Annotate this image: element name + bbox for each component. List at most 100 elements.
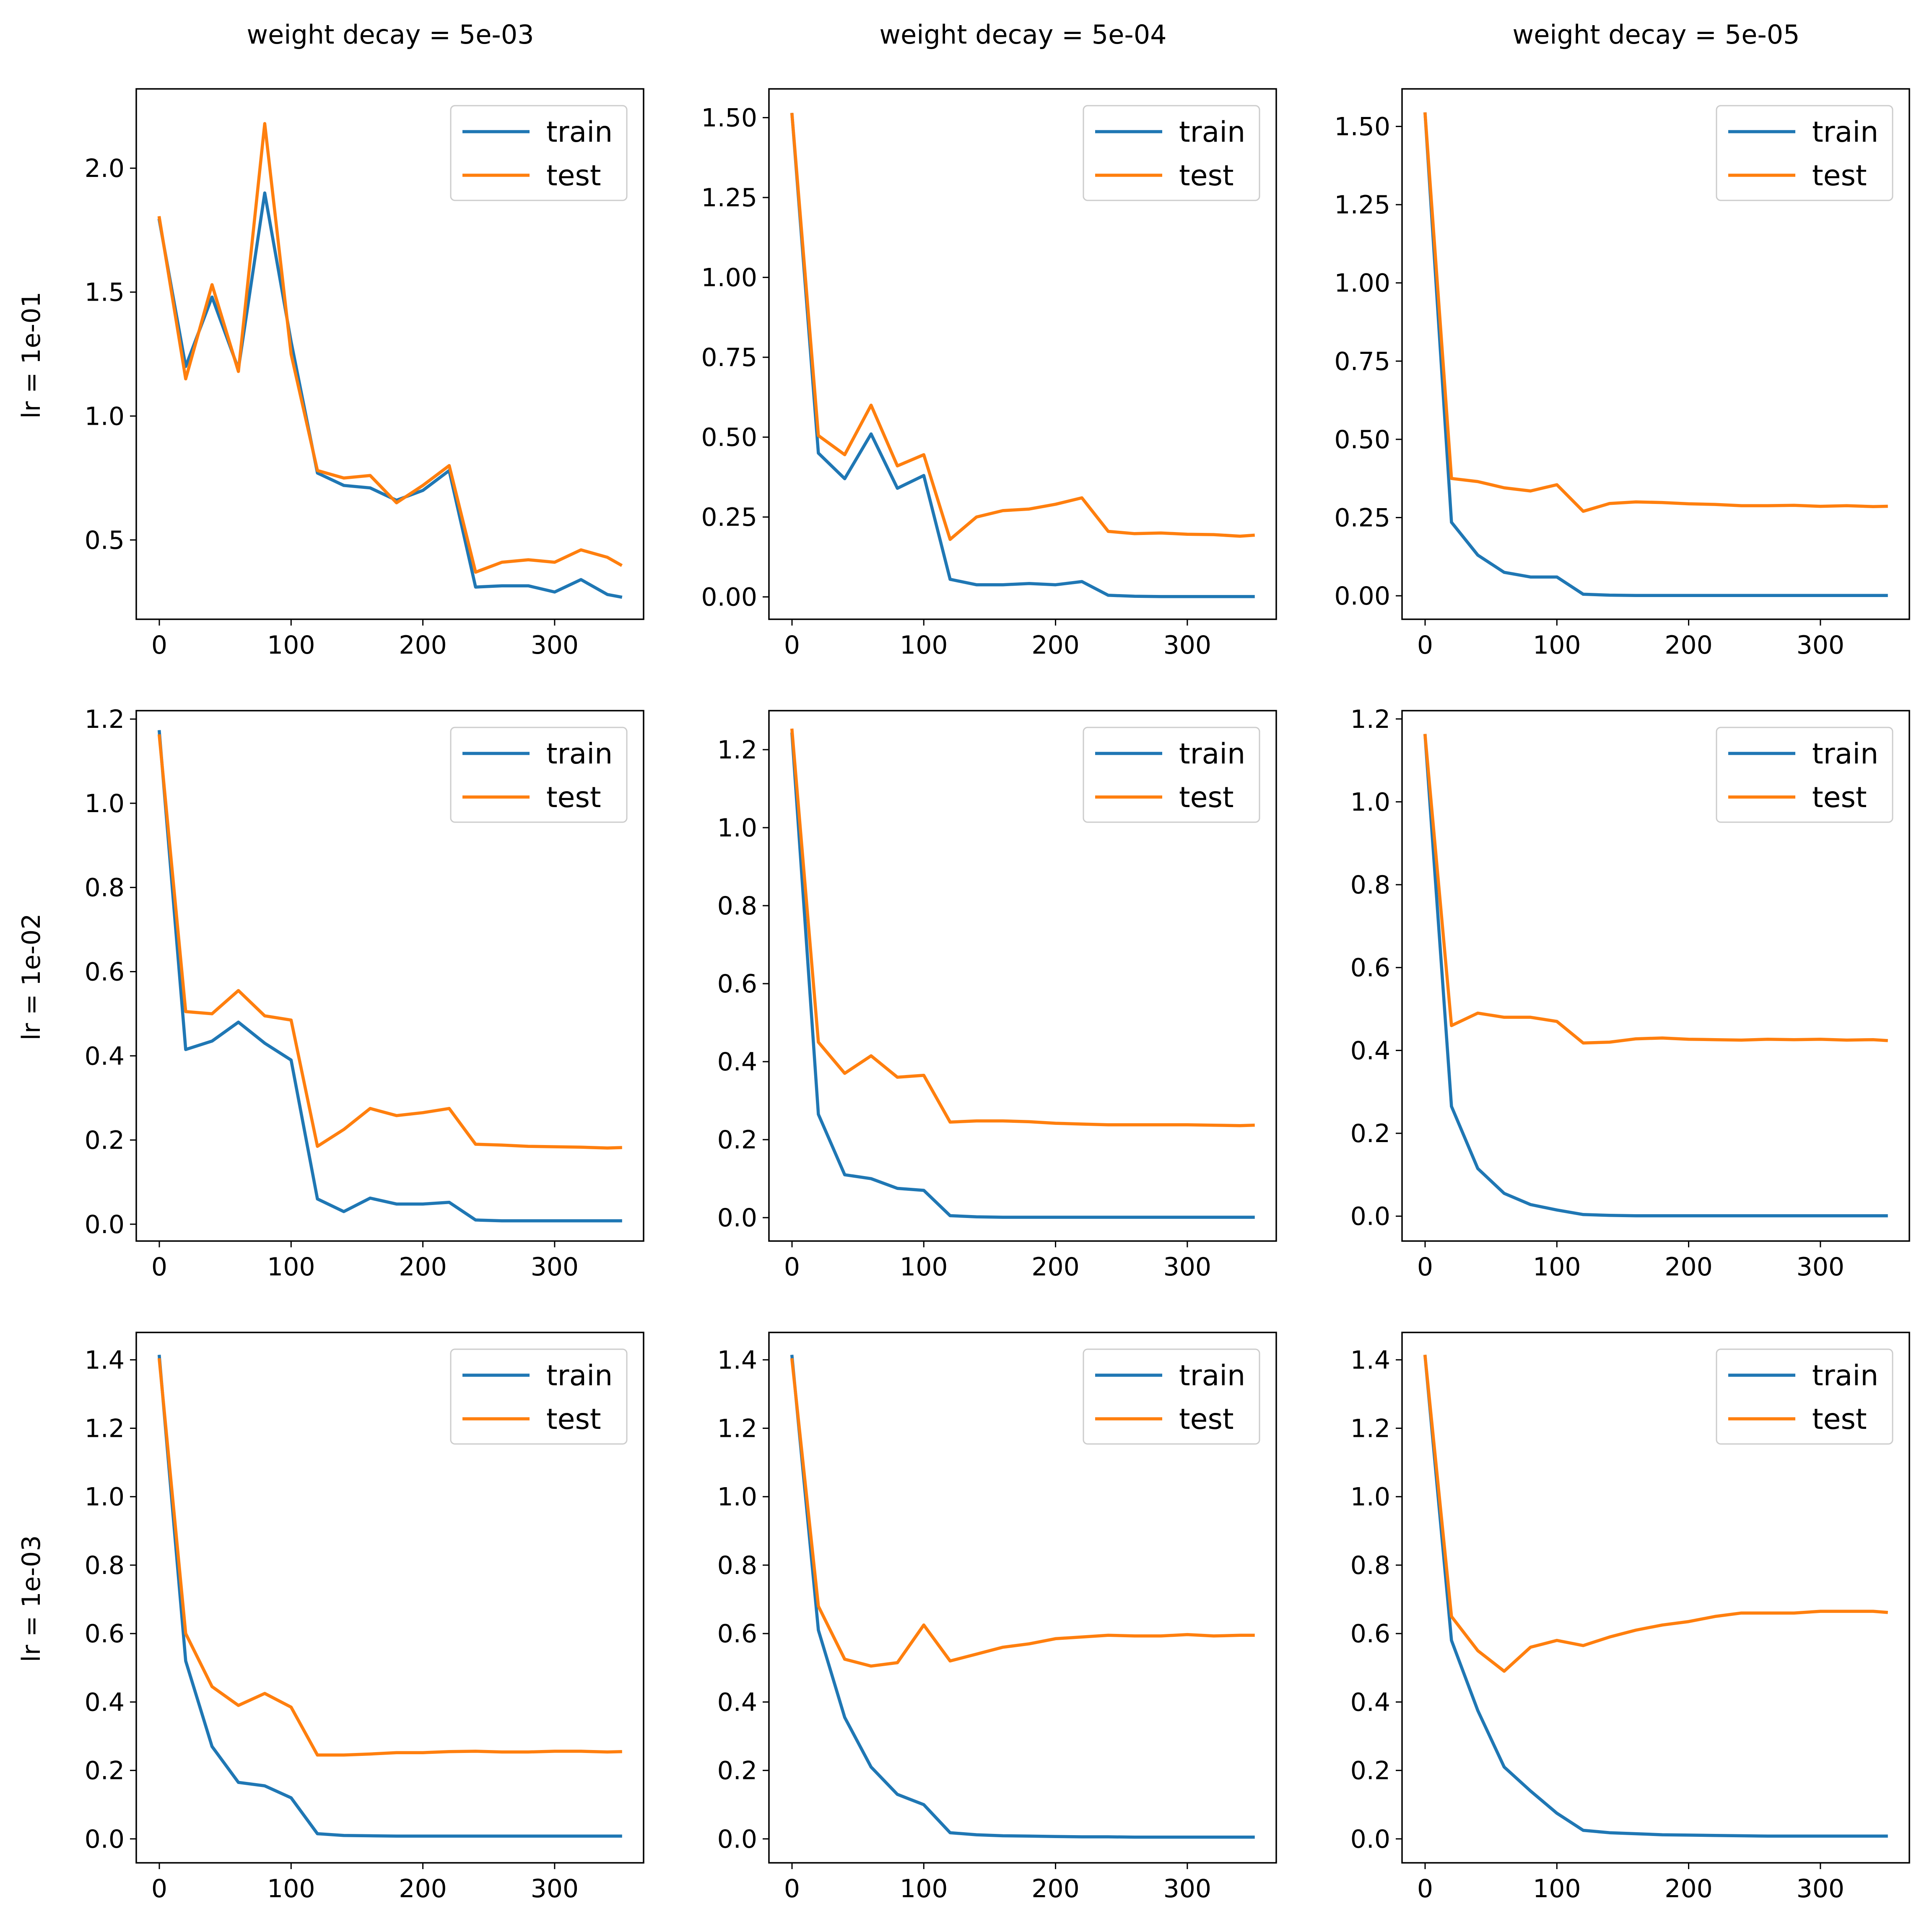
y-tick-label: 0.50: [701, 423, 757, 452]
x-tick-label: 200: [399, 1252, 447, 1282]
legend: train test: [1716, 105, 1893, 201]
y-tick-label: 1.25: [701, 183, 757, 213]
x-tick-label: 300: [531, 631, 579, 660]
legend-label-train: train: [1179, 116, 1245, 149]
y-tick-label: 0.8: [85, 873, 125, 903]
y-tick-label: 0.4: [717, 1688, 757, 1717]
col-title-1: weight decay = 5e-04: [879, 19, 1166, 50]
x-tick-label: 100: [900, 1874, 948, 1903]
legend: train test: [450, 105, 628, 201]
x-tick-label: 100: [900, 631, 948, 660]
y-tick-label: 0.75: [1334, 347, 1390, 376]
y-tick-label: 1.00: [701, 263, 757, 293]
series-line-test: [157, 734, 622, 1150]
series-line-test: [1423, 1354, 1888, 1673]
x-tick-label: 300: [1797, 1874, 1845, 1903]
panel-1-2: 0 100 200 300 0.0 0.2 0.4 0.6 0.8 1.0 1.2 train test: [1350, 705, 1910, 1282]
y-tick-label: 0.6: [85, 1619, 125, 1649]
series-line-train: [1423, 112, 1888, 597]
axes-frame: [1401, 88, 1910, 620]
x-tick-label: 0: [1417, 1874, 1433, 1903]
series-line-test: [790, 728, 1255, 1127]
y-tick-label: 0.00: [1334, 582, 1390, 611]
y-tick-label: 0.2: [1350, 1119, 1390, 1148]
y-tick-label: 0.6: [1350, 953, 1390, 983]
series-group: [157, 122, 623, 599]
series-line-test: [790, 112, 1255, 541]
y-tick-label: 1.0: [717, 813, 757, 843]
y-tick-label: 1.2: [717, 1414, 757, 1444]
panel-1-1: 0 100 200 300 0.0 0.2 0.4 0.6 0.8 1.0 1.2 train test: [717, 710, 1277, 1282]
legend-label-test: test: [546, 159, 601, 192]
series-group: [1423, 734, 1888, 1218]
x-tick-label: 200: [1665, 1874, 1713, 1903]
y-tick-label: 1.0: [85, 1483, 125, 1512]
x-tick-label: 200: [1031, 1252, 1080, 1282]
y-tick-label: 0.8: [85, 1551, 125, 1580]
x-tick-label: 0: [1417, 1252, 1433, 1282]
row-label-2: lr = 1e-03: [17, 1535, 46, 1662]
series-line-test: [157, 1358, 622, 1757]
axes-frame: [768, 710, 1277, 1242]
y-tick-label: 0.6: [85, 957, 125, 987]
legend: train test: [1716, 1348, 1893, 1445]
x-tick-label: 300: [531, 1874, 579, 1903]
x-tick-label: 100: [1533, 631, 1581, 660]
series-line-train: [157, 730, 622, 1223]
y-tick-label: 0.50: [1334, 425, 1390, 454]
y-tick-label: 1.50: [701, 104, 757, 133]
legend-label-test: test: [1812, 1403, 1867, 1436]
panel-0-1: 0 100 200 300 0.00 0.25 0.50 0.75 1.00 1.25 1.50 tr…: [701, 88, 1277, 660]
y-tick-label: 0.0: [85, 1210, 125, 1239]
y-tick-label: 0.8: [717, 1551, 757, 1580]
row-label-1: lr = 1e-02: [17, 914, 46, 1041]
y-tick-label: 1.25: [1334, 190, 1390, 220]
x-tick-label: 200: [399, 1874, 447, 1903]
x-tick-label: 200: [1031, 1874, 1080, 1903]
x-tick-label: 300: [1797, 631, 1845, 660]
y-tick-label: 0.75: [701, 343, 757, 372]
panel-0-2: 0 100 200 300 0.00 0.25 0.50 0.75 1.00 1.25 1.50 tr…: [1334, 88, 1910, 660]
legend-label-test: test: [1179, 159, 1234, 192]
y-tick-label: 2.0: [85, 154, 125, 183]
y-tick-label: 1.2: [85, 705, 125, 734]
y-tick-label: 0.2: [85, 1756, 125, 1786]
col-title-0: weight decay = 5e-03: [247, 19, 534, 50]
panel-0-0: 0 100 200 300 0.5 1.0 1.5 2.0 train test: [85, 88, 644, 660]
axes-frame: [135, 88, 644, 620]
x-tick-label: 300: [1163, 1252, 1212, 1282]
y-tick-label: 1.4: [85, 1345, 125, 1375]
y-tick-label: 1.00: [1334, 269, 1390, 298]
series-line-test: [1423, 734, 1888, 1045]
y-tick-label: 1.0: [1350, 1483, 1390, 1512]
y-tick-label: 1.4: [1350, 1345, 1390, 1375]
axes-frame: [768, 1332, 1277, 1864]
legend: train test: [1083, 727, 1260, 823]
legend-label-train: train: [1812, 116, 1878, 149]
y-tick-label: 1.0: [1350, 787, 1390, 817]
x-tick-label: 200: [1031, 631, 1080, 660]
axes-frame: [135, 1332, 644, 1864]
x-tick-label: 0: [151, 1874, 167, 1903]
x-tick-label: 300: [1163, 631, 1212, 660]
series-line-train: [790, 732, 1255, 1219]
series-line-test: [790, 1358, 1255, 1668]
y-tick-label: 1.5: [85, 278, 125, 307]
panel-1-0: 0 100 200 300 0.0 0.2 0.4 0.6 0.8 1.0 1.2 train test: [85, 705, 644, 1282]
y-tick-label: 0.2: [717, 1125, 757, 1155]
panels: 0 100 200 300 0.5 1.0 1.5 2.0 train test 0 100 200 30…: [85, 88, 1910, 1903]
series-group: [157, 730, 622, 1223]
legend-label-test: test: [546, 1403, 601, 1436]
x-tick-label: 300: [1163, 1874, 1212, 1903]
series-group: [790, 112, 1255, 598]
y-tick-label: 0.00: [701, 583, 757, 612]
y-tick-label: 0.4: [1350, 1036, 1390, 1065]
y-tick-label: 1.0: [717, 1483, 757, 1512]
legend-label-train: train: [546, 116, 613, 149]
y-tick-label: 0.8: [1350, 870, 1390, 900]
column-titles: weight decay = 5e-03 weight decay = 5e-0…: [247, 19, 1800, 50]
legend-label-train: train: [1812, 1359, 1878, 1392]
